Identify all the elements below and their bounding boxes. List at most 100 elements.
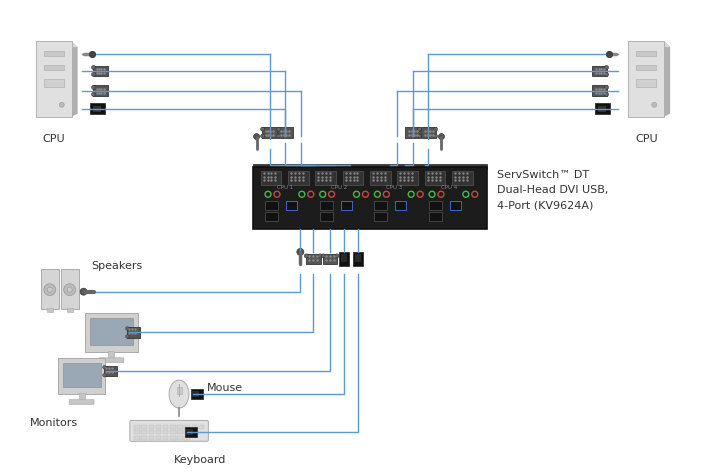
Bar <box>141 436 147 440</box>
Text: ServSwitch™ DT
Dual-Head DVI USB,
4-Port (KV9624A): ServSwitch™ DT Dual-Head DVI USB, 4-Port… <box>497 170 608 210</box>
Circle shape <box>261 134 265 138</box>
Bar <box>92 106 101 112</box>
FancyBboxPatch shape <box>93 86 108 96</box>
FancyBboxPatch shape <box>353 252 364 266</box>
Circle shape <box>265 191 271 197</box>
Bar <box>429 201 442 210</box>
Circle shape <box>253 133 260 140</box>
Circle shape <box>92 65 96 70</box>
Bar <box>163 430 168 434</box>
FancyBboxPatch shape <box>104 366 116 377</box>
FancyBboxPatch shape <box>58 358 106 394</box>
Bar <box>89 317 133 345</box>
Polygon shape <box>36 41 77 47</box>
Circle shape <box>374 191 381 197</box>
Bar <box>636 79 656 87</box>
Bar <box>355 254 361 262</box>
FancyBboxPatch shape <box>93 65 108 77</box>
Bar <box>79 393 84 401</box>
Circle shape <box>604 65 608 70</box>
FancyBboxPatch shape <box>288 171 309 184</box>
Bar <box>199 425 204 429</box>
Bar <box>341 201 351 210</box>
Bar <box>178 425 182 429</box>
Circle shape <box>417 134 422 138</box>
Circle shape <box>305 254 308 258</box>
FancyBboxPatch shape <box>262 127 277 138</box>
FancyBboxPatch shape <box>452 171 473 184</box>
Circle shape <box>276 134 280 138</box>
Circle shape <box>472 191 478 197</box>
FancyBboxPatch shape <box>323 254 337 264</box>
FancyBboxPatch shape <box>99 358 124 363</box>
Bar <box>170 430 175 434</box>
Text: CPU 3: CPU 3 <box>386 185 403 190</box>
FancyBboxPatch shape <box>306 254 320 264</box>
Circle shape <box>320 191 326 197</box>
Bar <box>450 201 461 210</box>
Circle shape <box>434 127 437 131</box>
Bar <box>44 65 64 70</box>
Bar <box>286 201 297 210</box>
Circle shape <box>48 287 53 292</box>
Text: Keyboard: Keyboard <box>174 455 226 464</box>
Bar <box>374 201 388 210</box>
Bar <box>109 351 114 359</box>
Polygon shape <box>72 41 77 117</box>
Circle shape <box>354 191 359 197</box>
Bar <box>320 212 332 221</box>
Ellipse shape <box>169 380 189 408</box>
Bar <box>44 51 64 56</box>
Circle shape <box>439 133 444 140</box>
Polygon shape <box>628 41 670 47</box>
Bar <box>341 254 347 262</box>
Circle shape <box>417 127 422 131</box>
FancyBboxPatch shape <box>84 313 138 352</box>
Text: Monitors: Monitors <box>30 418 78 428</box>
FancyBboxPatch shape <box>398 171 418 184</box>
Circle shape <box>383 191 389 197</box>
Circle shape <box>604 72 608 77</box>
FancyBboxPatch shape <box>405 127 420 138</box>
Circle shape <box>92 92 96 96</box>
Circle shape <box>274 191 280 197</box>
Bar <box>62 363 101 387</box>
Bar <box>134 436 140 440</box>
Circle shape <box>59 102 64 107</box>
Circle shape <box>604 92 608 96</box>
Bar <box>163 436 168 440</box>
FancyBboxPatch shape <box>278 127 293 138</box>
FancyBboxPatch shape <box>185 427 197 437</box>
Bar <box>47 307 53 312</box>
Bar <box>177 387 182 394</box>
Circle shape <box>321 254 325 258</box>
Circle shape <box>604 86 608 89</box>
Bar <box>265 201 278 210</box>
FancyBboxPatch shape <box>191 389 203 399</box>
Bar <box>170 425 175 429</box>
Bar <box>395 201 406 210</box>
FancyBboxPatch shape <box>261 171 281 184</box>
FancyBboxPatch shape <box>339 252 349 266</box>
Bar <box>134 425 140 429</box>
Circle shape <box>299 191 305 197</box>
FancyBboxPatch shape <box>69 400 94 404</box>
Circle shape <box>434 134 437 138</box>
Bar <box>155 436 161 440</box>
Bar <box>185 425 190 429</box>
Circle shape <box>80 288 87 295</box>
Circle shape <box>92 86 96 89</box>
Text: CPU: CPU <box>43 133 65 144</box>
Bar <box>155 425 161 429</box>
Circle shape <box>103 373 106 377</box>
Bar <box>636 65 656 70</box>
Text: CPU 1: CPU 1 <box>277 185 293 190</box>
Bar <box>36 41 72 117</box>
Bar <box>134 430 140 434</box>
Circle shape <box>126 334 129 338</box>
Circle shape <box>103 366 106 369</box>
Bar <box>178 436 182 440</box>
Bar <box>636 51 656 56</box>
Circle shape <box>126 327 129 330</box>
Bar <box>429 212 442 221</box>
